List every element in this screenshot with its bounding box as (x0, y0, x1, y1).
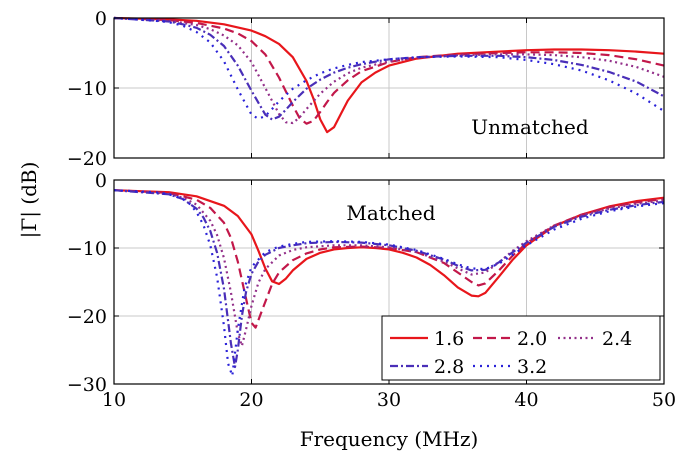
matched-y-tick-label: −30 (67, 374, 107, 396)
legend-label-2-4: 2.4 (602, 328, 632, 350)
unmatched-label: Unmatched (471, 115, 589, 139)
matched-y-tick-label: −20 (67, 306, 107, 328)
legend-label-2-8: 2.8 (434, 356, 464, 378)
matched-x-tick-label: 30 (377, 389, 401, 411)
matched-series-2-4 (113, 189, 665, 347)
unmatched-series-2-8 (113, 16, 665, 121)
x-axis-title: Frequency (MHz) (300, 427, 479, 451)
legend-items: 1.6 2.0 2.4 2.8 3.2 (390, 328, 632, 378)
unmatched-series-lines (113, 16, 665, 134)
legend-label-2-0: 2.0 (517, 328, 547, 350)
legend-box (381, 315, 661, 381)
matched-x-tick-label: 50 (652, 389, 676, 411)
matched-y-tick-label: 0 (95, 170, 107, 192)
matched-series-lines (113, 189, 665, 377)
matched-series-2-8 (113, 189, 665, 369)
matched-label: Matched (346, 201, 435, 225)
y-axis-title: |Γ| (dB) (17, 162, 42, 239)
unmatched-series-2-0 (113, 16, 665, 125)
legend: 1.6 2.0 2.4 2.8 3.2 (381, 315, 661, 381)
unmatched-y-tick-label: 0 (95, 8, 107, 30)
matched-x-tick-label: 20 (239, 389, 263, 411)
unmatched-y-tick-label: −10 (67, 78, 107, 100)
matched-x-tick-label: 40 (514, 389, 538, 411)
unmatched-y-tick-label: −20 (67, 148, 107, 170)
unmatched-series-1-6 (113, 16, 665, 134)
matched-x-tick-label: 10 (102, 389, 126, 411)
legend-label-1-6: 1.6 (434, 328, 464, 350)
matched-series-2-0 (113, 189, 665, 329)
matched-y-tick-label: −10 (67, 238, 107, 260)
matched-series-3-2 (113, 189, 665, 377)
legend-label-3-2: 3.2 (517, 356, 547, 378)
unmatched-panel: 0 −10 −20 Unmatched (67, 8, 665, 170)
unmatched-ticks: 0 −10 −20 (67, 8, 665, 170)
unmatched-series-2-4 (113, 16, 665, 125)
